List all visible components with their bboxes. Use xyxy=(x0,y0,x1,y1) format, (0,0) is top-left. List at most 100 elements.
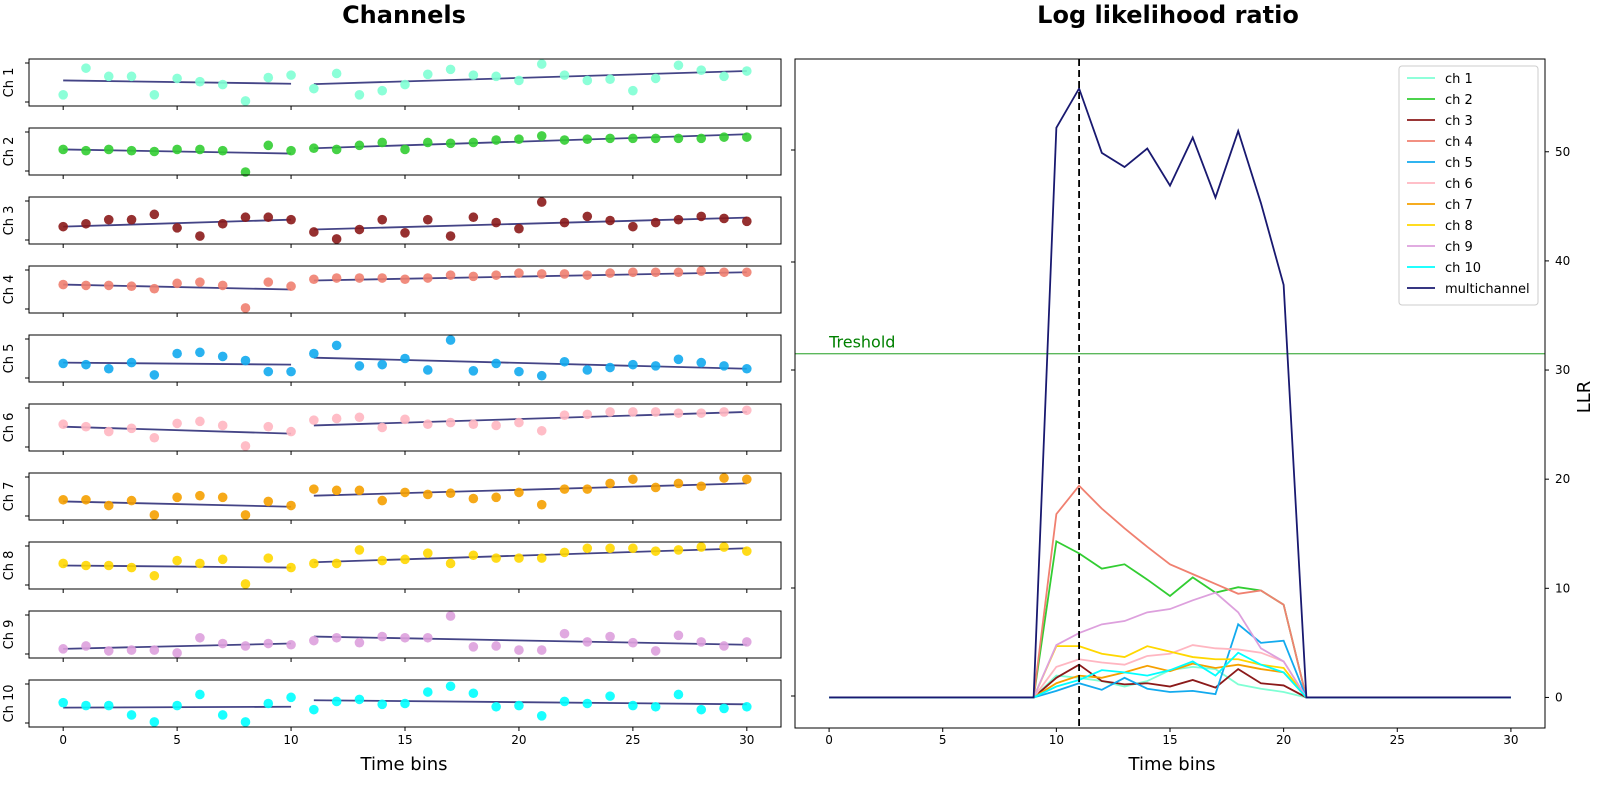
data-point xyxy=(149,570,160,581)
data-point xyxy=(559,135,570,145)
data-point xyxy=(126,562,137,573)
data-point xyxy=(650,267,661,278)
legend-label: ch 7 xyxy=(1445,198,1473,213)
data-point xyxy=(673,630,684,641)
channel-panel-4: Ch 4 xyxy=(2,265,782,317)
data-point xyxy=(696,266,707,276)
legend-item: ch 3 xyxy=(1407,114,1473,129)
data-point xyxy=(240,96,251,106)
data-point xyxy=(81,63,91,73)
data-point xyxy=(58,358,68,369)
legend-item: ch 8 xyxy=(1407,219,1473,234)
data-point xyxy=(331,485,342,496)
x-tick-label: 10 xyxy=(283,733,298,747)
data-point xyxy=(240,212,251,223)
data-point xyxy=(149,510,160,520)
data-point xyxy=(126,281,137,292)
data-point xyxy=(422,489,433,500)
data-point xyxy=(696,637,707,647)
y-tick-label: 40 xyxy=(1555,254,1570,268)
legend-item: ch 10 xyxy=(1407,261,1481,276)
data-point xyxy=(468,212,479,223)
data-point xyxy=(263,553,274,563)
series-line-ch-9 xyxy=(829,591,1511,699)
data-point xyxy=(491,420,501,431)
data-point xyxy=(491,553,501,563)
data-point xyxy=(240,303,251,313)
data-point xyxy=(742,474,752,485)
data-point xyxy=(445,558,456,569)
data-point xyxy=(149,645,160,655)
data-point xyxy=(400,554,410,565)
channel-label: Ch 7 xyxy=(2,482,17,512)
channel-panel-2: Ch 2 xyxy=(2,127,782,179)
data-point xyxy=(650,133,661,144)
data-point xyxy=(468,642,479,652)
data-point xyxy=(719,473,729,483)
x-tick-label: 15 xyxy=(397,733,412,747)
llr-x-axis-label: Time bins xyxy=(1128,754,1216,775)
legend-item: ch 2 xyxy=(1407,93,1473,108)
x-tick-label: 30 xyxy=(739,733,754,747)
data-point xyxy=(126,710,137,720)
data-point xyxy=(81,494,91,505)
data-point xyxy=(696,408,707,418)
llr-title: Log likelihood ratio xyxy=(1037,1,1299,29)
data-point xyxy=(742,66,752,76)
data-point xyxy=(582,637,593,647)
data-point xyxy=(628,543,638,554)
data-point xyxy=(400,414,410,425)
data-point xyxy=(58,90,68,100)
data-point xyxy=(582,270,593,280)
data-point xyxy=(377,273,388,283)
legend-label: ch 3 xyxy=(1445,114,1473,129)
data-point xyxy=(605,362,615,373)
data-point xyxy=(81,145,91,156)
data-point xyxy=(81,359,91,370)
data-point xyxy=(650,546,661,556)
data-point xyxy=(582,409,593,420)
data-point xyxy=(673,267,684,278)
data-point xyxy=(263,698,274,709)
data-point xyxy=(514,268,524,278)
legend-item: ch 1 xyxy=(1407,72,1473,87)
y-tick-label: 0 xyxy=(1555,690,1563,704)
data-point xyxy=(240,579,251,589)
data-point xyxy=(263,140,274,151)
data-point xyxy=(650,646,661,656)
data-point xyxy=(582,75,593,86)
data-point xyxy=(263,277,274,287)
data-point xyxy=(491,641,501,651)
channel-panel-3: Ch 3 xyxy=(2,196,782,248)
data-point xyxy=(628,637,638,648)
data-point xyxy=(536,131,547,141)
data-point xyxy=(309,274,319,285)
data-point xyxy=(195,416,205,427)
data-point xyxy=(628,700,638,711)
legend-label: multichannel xyxy=(1445,282,1530,297)
data-point xyxy=(331,558,342,569)
data-point xyxy=(286,70,296,80)
data-point xyxy=(605,631,615,642)
data-point xyxy=(422,273,433,283)
channel-label: Ch 10 xyxy=(2,685,17,723)
data-point xyxy=(309,558,319,569)
data-point xyxy=(445,417,456,428)
data-point xyxy=(286,562,296,573)
data-point xyxy=(81,641,91,651)
data-point xyxy=(149,717,160,727)
data-point xyxy=(354,224,365,235)
data-point xyxy=(559,484,570,494)
x-tick-label: 10 xyxy=(1049,733,1064,747)
data-point xyxy=(309,227,319,237)
data-point xyxy=(514,553,524,563)
llr-plot: Treshold 0 5 10 15 20 25 30 0 10 20 30 40 50 xyxy=(791,58,1570,747)
data-point xyxy=(468,137,479,148)
data-point xyxy=(103,646,114,656)
data-point xyxy=(582,365,593,375)
channel-panel-5: Ch 5 xyxy=(2,334,782,386)
data-point xyxy=(605,543,615,554)
legend-item: multichannel xyxy=(1407,282,1530,297)
data-point xyxy=(354,140,365,151)
